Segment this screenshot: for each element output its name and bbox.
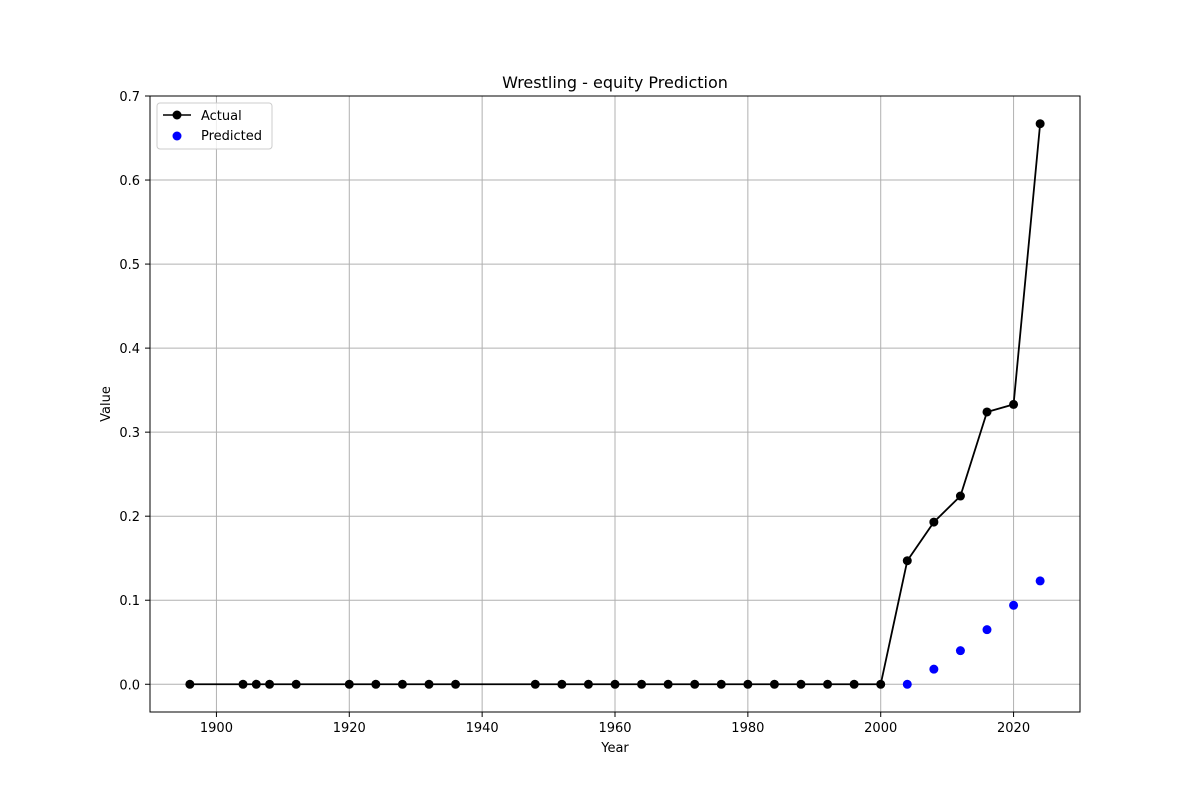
y-tick-label: 0.7 bbox=[119, 90, 140, 105]
point-actual bbox=[424, 679, 434, 689]
point-predicted bbox=[902, 679, 912, 689]
point-actual bbox=[185, 679, 195, 689]
y-tick-label: 0.2 bbox=[119, 510, 140, 525]
y-tick-label: 0.5 bbox=[119, 258, 140, 273]
point-actual bbox=[610, 679, 620, 689]
point-predicted bbox=[1035, 576, 1045, 586]
y-tick-label: 0.1 bbox=[119, 594, 140, 609]
y-tick-label: 0.0 bbox=[119, 678, 140, 693]
x-axis-label: Year bbox=[600, 741, 629, 756]
point-actual bbox=[902, 556, 912, 566]
point-actual bbox=[583, 679, 593, 689]
point-actual bbox=[823, 679, 833, 689]
point-actual bbox=[796, 679, 806, 689]
point-actual bbox=[451, 679, 461, 689]
legend-actual-label: Actual bbox=[201, 109, 242, 124]
point-actual bbox=[291, 679, 301, 689]
point-actual bbox=[637, 679, 647, 689]
x-tick-label: 1960 bbox=[598, 721, 631, 736]
y-tick-label: 0.3 bbox=[119, 426, 140, 441]
x-axis: 1900 1920 1940 1960 1980 2000 2020 bbox=[200, 712, 1030, 736]
point-actual bbox=[743, 679, 753, 689]
point-predicted bbox=[955, 646, 965, 656]
point-actual bbox=[530, 679, 540, 689]
x-tick-label: 2020 bbox=[997, 721, 1030, 736]
point-actual bbox=[397, 679, 407, 689]
y-tick-label: 0.6 bbox=[119, 174, 140, 189]
series-actual-line bbox=[189, 123, 1042, 686]
y-tick-label: 0.4 bbox=[119, 342, 140, 357]
point-actual bbox=[769, 679, 779, 689]
x-tick-label: 1940 bbox=[466, 721, 499, 736]
y-axis: 0.0 0.1 0.2 0.3 0.4 0.5 0.6 0.7 bbox=[119, 90, 150, 693]
point-actual bbox=[238, 679, 248, 689]
legend-actual-marker bbox=[172, 110, 182, 120]
point-predicted bbox=[1009, 600, 1019, 610]
point-actual bbox=[982, 407, 992, 417]
point-actual bbox=[265, 679, 275, 689]
point-actual bbox=[557, 679, 567, 689]
point-actual bbox=[690, 679, 700, 689]
point-actual bbox=[1035, 119, 1045, 129]
point-actual bbox=[929, 517, 939, 527]
legend: Actual Predicted bbox=[156, 102, 273, 150]
point-actual bbox=[663, 679, 673, 689]
x-tick-label: 1900 bbox=[200, 721, 233, 736]
x-tick-label: 2000 bbox=[864, 721, 897, 736]
point-actual bbox=[371, 679, 381, 689]
legend-predicted-label: Predicted bbox=[201, 129, 262, 144]
y-axis-label: Value bbox=[99, 386, 114, 422]
legend-predicted-marker bbox=[172, 131, 182, 141]
point-predicted bbox=[929, 664, 939, 674]
point-actual bbox=[251, 679, 261, 689]
point-actual bbox=[849, 679, 859, 689]
chart-title: Wrestling - equity Prediction bbox=[502, 73, 728, 92]
x-tick-label: 1980 bbox=[731, 721, 764, 736]
point-actual bbox=[955, 491, 965, 501]
point-actual bbox=[716, 679, 726, 689]
point-predicted bbox=[982, 625, 992, 635]
plot-area bbox=[185, 119, 1045, 689]
x-tick-label: 1920 bbox=[333, 721, 366, 736]
point-actual bbox=[876, 679, 886, 689]
point-actual bbox=[1009, 399, 1019, 409]
point-actual bbox=[344, 679, 354, 689]
